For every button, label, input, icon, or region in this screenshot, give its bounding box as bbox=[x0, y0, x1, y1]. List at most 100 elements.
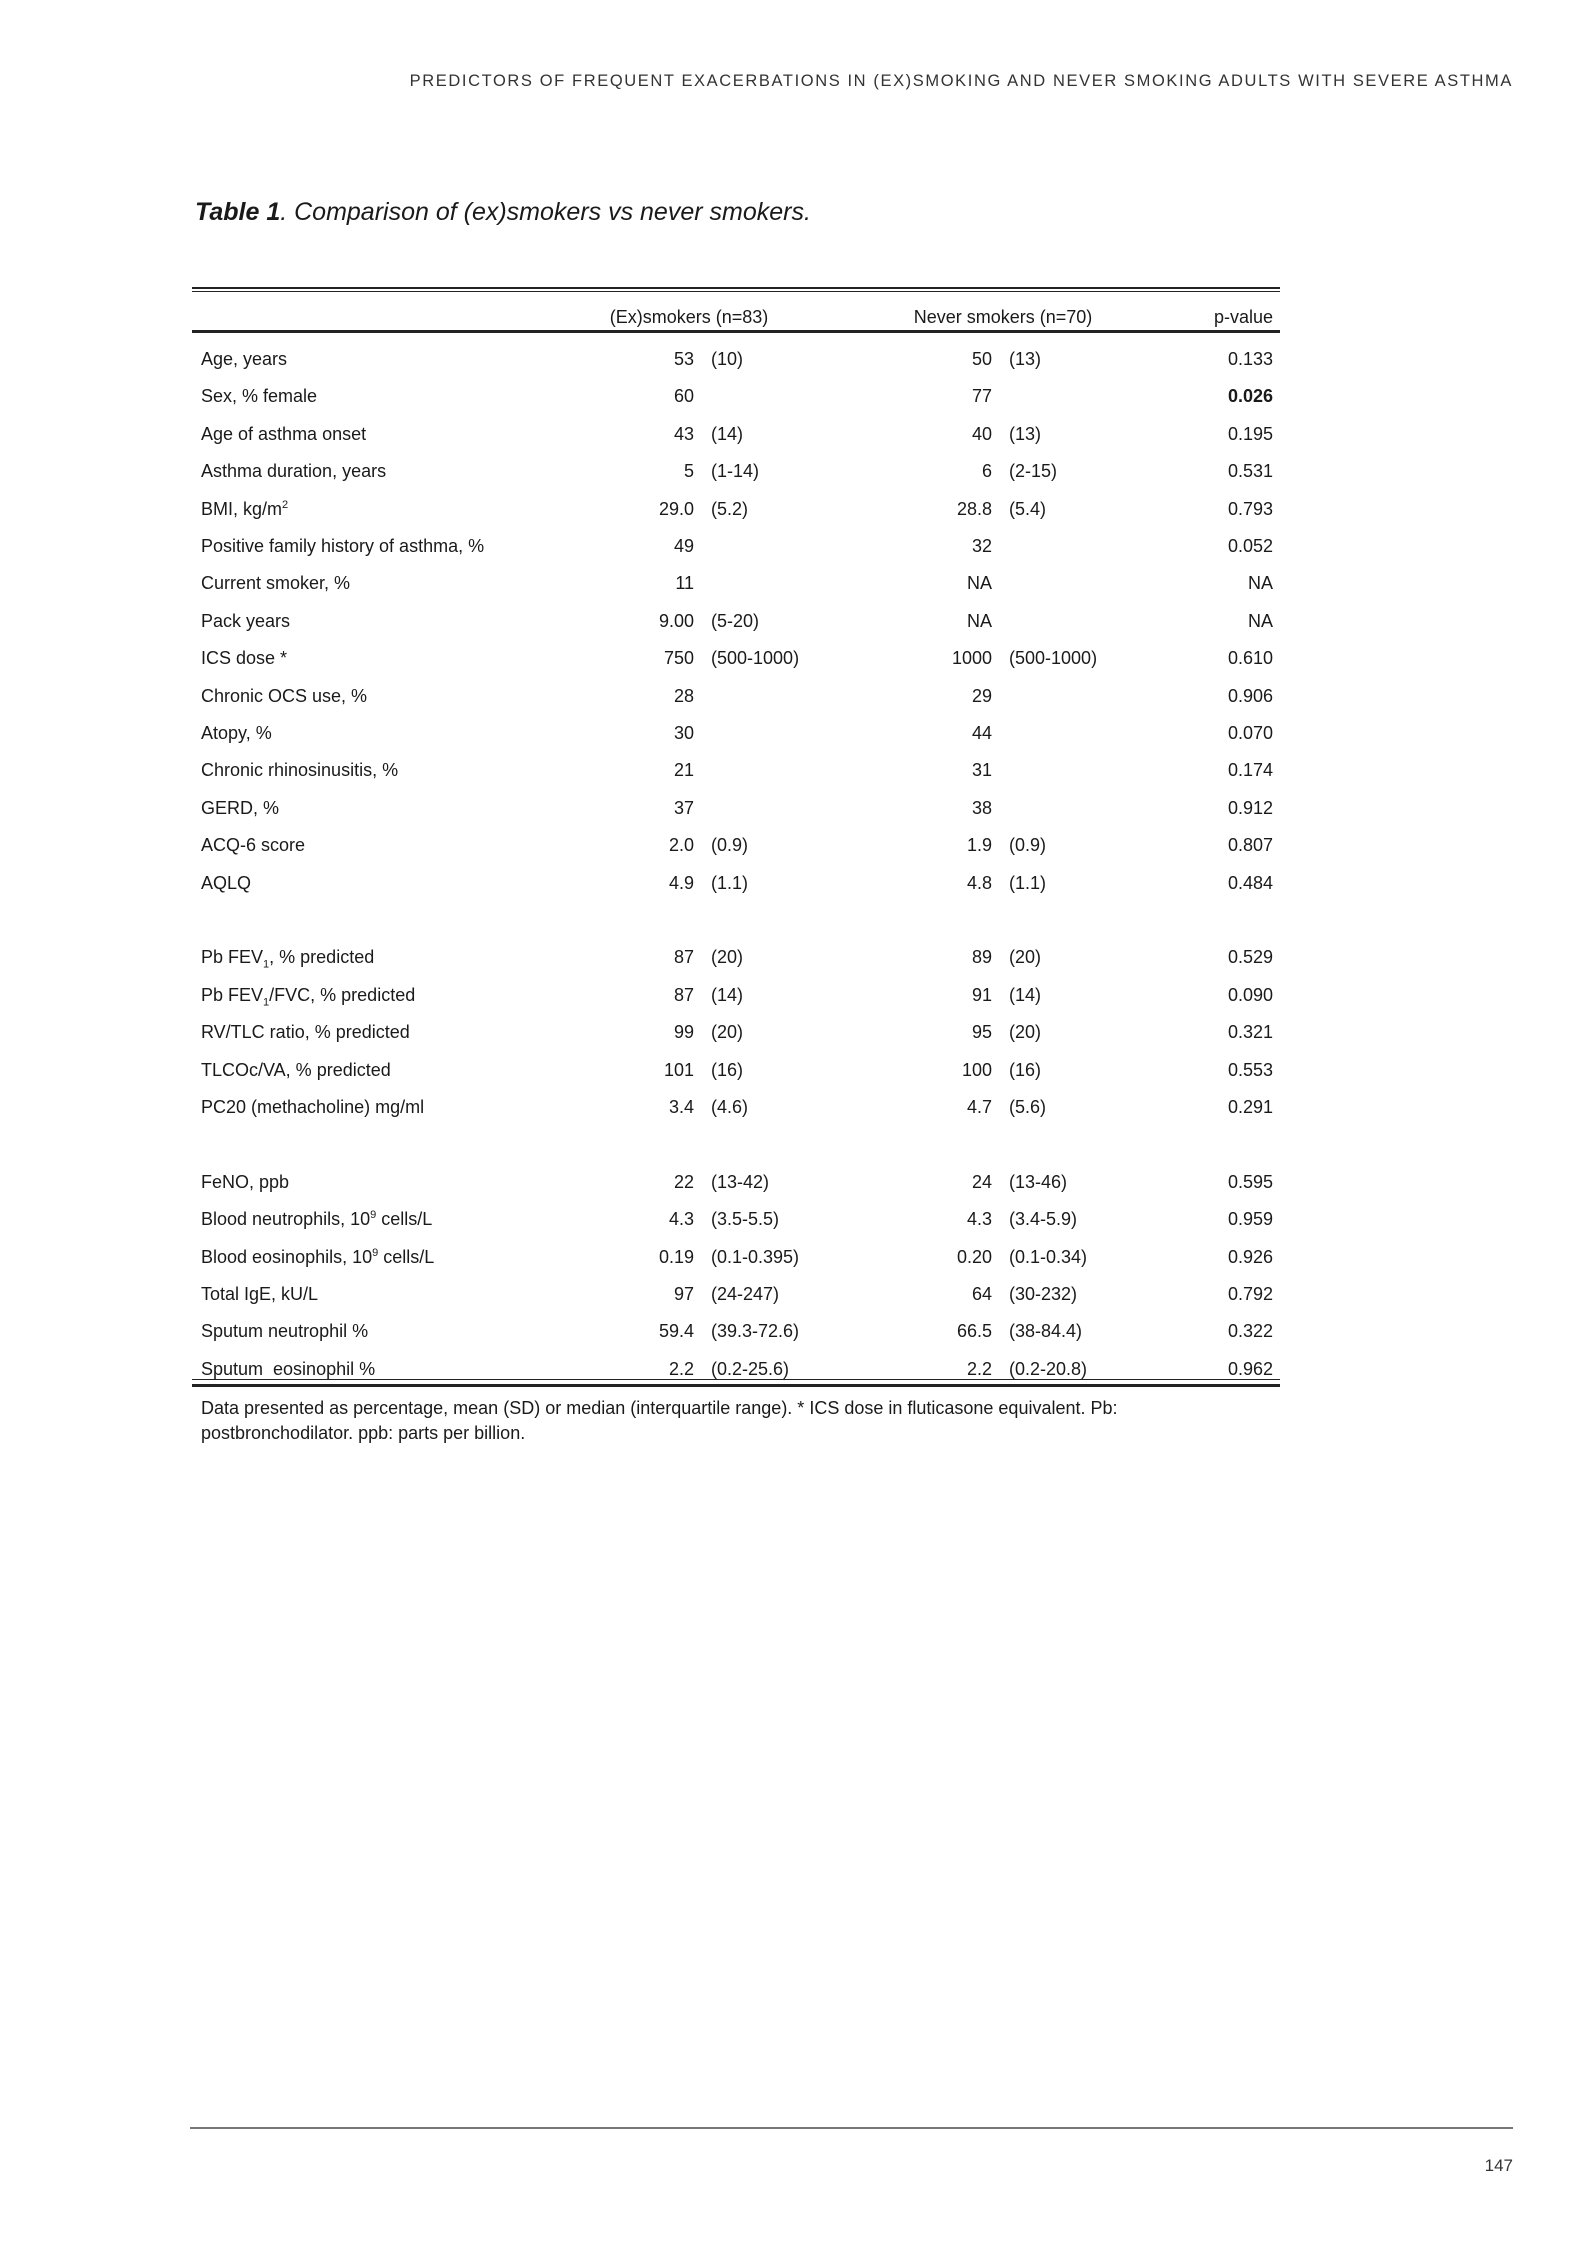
header-rule bbox=[192, 330, 1280, 333]
never-smokers-value: 95 bbox=[971, 1022, 992, 1043]
never-smokers-value: 40 bbox=[971, 423, 992, 444]
row-label-text: Atopy, % bbox=[201, 723, 272, 743]
never-smokers-value: 77 bbox=[971, 386, 992, 407]
exsmokers-spread: (5-20) bbox=[711, 610, 760, 631]
exsmokers-value: 97 bbox=[673, 1284, 694, 1304]
row-label: ICS dose * bbox=[201, 647, 287, 669]
p-value: 0.959 bbox=[1227, 1209, 1273, 1230]
exsmokers-spread: (3.5-5.5) bbox=[711, 1209, 780, 1230]
exsmokers-spread: (14) bbox=[711, 984, 744, 1005]
row-label-text: ICS dose * bbox=[201, 648, 288, 669]
row-label-suffix: /FVC, % predicted bbox=[269, 984, 416, 1005]
top-rule-2 bbox=[192, 291, 1280, 292]
never-smokers-value: 1000 bbox=[951, 648, 992, 669]
row-label: Chronic OCS use, % bbox=[201, 685, 367, 707]
p-value: 0.484 bbox=[1227, 872, 1273, 893]
p-value: 0.912 bbox=[1227, 797, 1273, 818]
row-label-text: FeNO, ppb bbox=[201, 1171, 290, 1192]
exsmokers-value: 0.19 bbox=[658, 1246, 694, 1267]
header-never-smokers: Never smokers (n=70) bbox=[913, 307, 1093, 327]
row-label-text: RV/TLC ratio, % predicted bbox=[201, 1022, 410, 1043]
row-label-text: Sputum eosinophil % bbox=[201, 1358, 376, 1379]
never-smokers-spread: (500-1000) bbox=[1009, 648, 1098, 669]
row-label: Positive family history of asthma, % bbox=[201, 535, 484, 557]
row-label: Blood neutrophils, 109 cells/L bbox=[201, 1208, 432, 1230]
never-smokers-spread: (5.4) bbox=[1009, 498, 1047, 519]
never-smokers-value: 28.8 bbox=[956, 498, 992, 519]
row-label-text: Total IgE, kU/L bbox=[201, 1284, 319, 1304]
row-label-text: Pb FEV bbox=[201, 947, 264, 968]
table-caption: Table 1. Comparison of (ex)smokers vs ne… bbox=[195, 198, 811, 227]
row-label-text: ACQ-6 score bbox=[201, 835, 306, 856]
footnote-line-1: Data presented as percentage, mean (SD) … bbox=[201, 1398, 1118, 1418]
never-smokers-spread: (0.1-0.34) bbox=[1009, 1246, 1088, 1267]
row-label: Current smoker, % bbox=[201, 572, 350, 594]
exsmokers-value: 99 bbox=[673, 1022, 694, 1043]
row-label-text: Positive family history of asthma, % bbox=[201, 536, 485, 556]
header-exsmokers: (Ex)smokers (n=83) bbox=[609, 307, 769, 327]
exsmokers-spread: (13-42) bbox=[711, 1171, 770, 1192]
row-label-text: Age of asthma onset bbox=[201, 423, 367, 444]
row-label: Sex, % female bbox=[201, 385, 317, 407]
row-label: GERD, % bbox=[201, 797, 279, 819]
exsmokers-value: 11 bbox=[675, 573, 694, 594]
never-smokers-spread: (13) bbox=[1009, 423, 1042, 444]
p-value: 0.321 bbox=[1227, 1022, 1273, 1043]
exsmokers-spread: (0.9) bbox=[711, 835, 749, 856]
row-label-text: GERD, % bbox=[201, 797, 280, 818]
never-smokers-value: 6 bbox=[981, 461, 992, 482]
exsmokers-spread: (20) bbox=[711, 1022, 744, 1043]
never-smokers-value: 2.2 bbox=[966, 1358, 992, 1379]
p-value: NA bbox=[1247, 573, 1273, 594]
p-value: 0.793 bbox=[1227, 498, 1273, 519]
exsmokers-value: 87 bbox=[673, 947, 694, 968]
row-label-text: Sex, % female bbox=[201, 386, 318, 407]
running-head: PREDICTORS OF FREQUENT EXACERBATIONS IN … bbox=[409, 72, 1513, 90]
row-label: Pack years bbox=[201, 610, 290, 632]
row-label-text: AQLQ bbox=[201, 872, 252, 893]
exsmokers-value: 2.0 bbox=[668, 835, 694, 856]
header-p-value: p-value bbox=[1213, 307, 1273, 327]
p-value: 0.906 bbox=[1227, 685, 1273, 706]
exsmokers-spread: (10) bbox=[711, 349, 744, 369]
superscript: 9 bbox=[372, 1246, 379, 1259]
row-label: PC20 (methacholine) mg/ml bbox=[201, 1096, 424, 1118]
exsmokers-spread: (4.6) bbox=[711, 1097, 749, 1117]
row-label: Pb FEV1/FVC, % predicted bbox=[201, 984, 416, 1008]
exsmokers-value: 43 bbox=[673, 423, 694, 444]
p-value: 0.174 bbox=[1227, 760, 1273, 781]
row-label: Total IgE, kU/L bbox=[201, 1283, 318, 1305]
never-smokers-spread: (13) bbox=[1009, 349, 1042, 369]
superscript: 2 bbox=[282, 498, 289, 511]
never-smokers-value: 50 bbox=[971, 349, 992, 369]
exsmokers-value: 60 bbox=[673, 386, 694, 407]
p-value: 0.529 bbox=[1227, 947, 1273, 968]
row-label: FeNO, ppb bbox=[201, 1171, 289, 1193]
never-smokers-value: 38 bbox=[971, 797, 992, 818]
exsmokers-value: 4.3 bbox=[668, 1209, 694, 1230]
never-smokers-spread: (3.4-5.9) bbox=[1009, 1209, 1078, 1230]
p-value: 0.926 bbox=[1227, 1246, 1273, 1267]
exsmokers-value: 2.2 bbox=[668, 1358, 694, 1379]
top-rule bbox=[192, 287, 1280, 289]
row-label-text: Age, years bbox=[201, 349, 288, 369]
never-smokers-spread: (2-15) bbox=[1009, 461, 1058, 482]
never-smokers-spread: (16) bbox=[1009, 1059, 1042, 1080]
row-label-text: PC20 (methacholine) mg/ml bbox=[201, 1097, 425, 1117]
footer-rule bbox=[190, 2127, 1513, 2129]
table-title: . Comparison of (ex)smokers vs never smo… bbox=[280, 198, 811, 226]
row-label: AQLQ bbox=[201, 872, 251, 894]
never-smokers-spread: (0.2-20.8) bbox=[1009, 1358, 1088, 1379]
subscript: 1 bbox=[263, 958, 270, 971]
exsmokers-spread: (14) bbox=[711, 423, 744, 444]
p-value: 0.195 bbox=[1227, 423, 1273, 444]
footnote-line-2: postbronchodilator. ppb: parts per billi… bbox=[201, 1423, 526, 1443]
row-label-suffix: cells/L bbox=[378, 1246, 435, 1267]
row-label: Chronic rhinosinusitis, % bbox=[201, 759, 398, 781]
exsmokers-value: 28 bbox=[673, 685, 694, 706]
p-value: 0.792 bbox=[1227, 1284, 1273, 1304]
p-value: 0.322 bbox=[1227, 1321, 1273, 1342]
p-value: 0.026 bbox=[1227, 386, 1273, 407]
never-smokers-spread: (13-46) bbox=[1009, 1171, 1068, 1192]
exsmokers-spread: (500-1000) bbox=[711, 648, 800, 669]
